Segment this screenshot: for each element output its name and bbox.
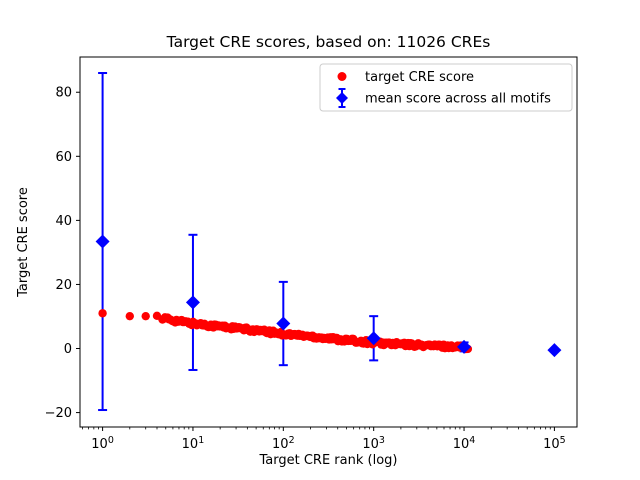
blue-diamond-marker	[366, 331, 381, 346]
legend-diamond-marker	[336, 92, 348, 104]
legend-entry-label: target CRE score	[365, 70, 474, 85]
blue-diamond-marker	[276, 316, 291, 331]
blue-diamond-marker	[547, 343, 562, 358]
legend-circle-marker	[337, 72, 347, 81]
legend-markers	[336, 72, 348, 108]
red-scatter-point	[141, 311, 150, 321]
y-tick-label: 40	[55, 214, 72, 229]
blue-diamond-marker	[95, 234, 110, 249]
legend-entry-label: mean score across all motifs	[365, 92, 551, 107]
data-series	[95, 72, 562, 412]
blue-diamond-marker	[185, 295, 200, 310]
y-tick-label: 0	[64, 342, 72, 357]
chart-title: Target CRE scores, based on: 11026 CREs	[166, 33, 491, 51]
x-tick-label: 101	[182, 435, 205, 452]
red-scatter-point	[98, 309, 107, 318]
plot-frame	[79, 56, 578, 428]
x-tick-label: 102	[272, 435, 295, 452]
x-tick-label: 105	[543, 435, 566, 452]
blue-diamond-marker	[457, 339, 472, 354]
y-axis-label: Target CRE score	[16, 187, 31, 298]
y-tick-label: 60	[55, 150, 72, 165]
legend: target CRE score mean score across all m…	[319, 63, 573, 112]
red-scatter-point	[125, 311, 134, 321]
x-tick-label: 104	[453, 435, 476, 452]
y-tick-label: 20	[55, 278, 72, 293]
y-tick-label: 80	[55, 86, 72, 101]
legend-frame	[319, 63, 573, 112]
x-tick-label: 103	[362, 435, 385, 452]
x-tick-label: 100	[91, 435, 114, 452]
axis-ticks: 100 101 102 103 104 105 −20 0 20 40 60 80	[45, 86, 566, 452]
x-axis-label: Target CRE rank (log)	[259, 453, 398, 468]
y-tick-label: −20	[45, 406, 72, 421]
